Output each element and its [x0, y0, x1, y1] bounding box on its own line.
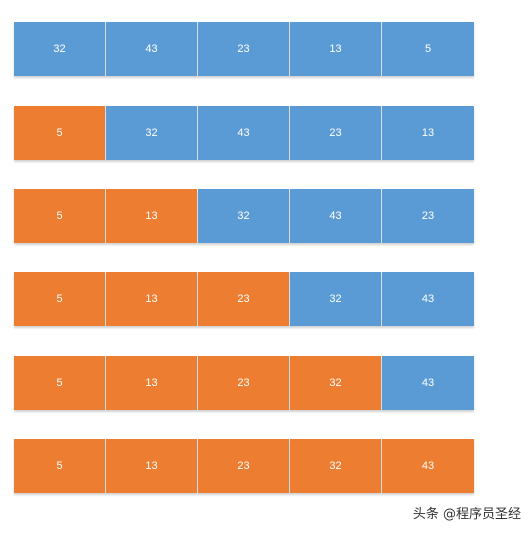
sorted-cell: 13 [106, 272, 198, 326]
array-row: 5 13 23 32 43 [14, 272, 477, 326]
unsorted-cell: 13 [290, 22, 382, 76]
unsorted-cell: 43 [290, 189, 382, 243]
unsorted-cell: 32 [198, 189, 290, 243]
sorted-cell: 5 [14, 189, 106, 243]
array-row: 32 43 23 13 5 [14, 22, 477, 76]
unsorted-cell: 23 [290, 106, 382, 160]
sorted-cell: 5 [14, 439, 106, 493]
unsorted-cell: 23 [382, 189, 474, 243]
array-row: 5 13 23 32 43 [14, 356, 477, 410]
unsorted-cell: 5 [382, 22, 474, 76]
unsorted-cell: 43 [198, 106, 290, 160]
unsorted-cell: 23 [198, 22, 290, 76]
sorted-cell: 5 [14, 356, 106, 410]
sorted-cell: 23 [198, 272, 290, 326]
array-row: 5 13 23 32 43 [14, 439, 477, 493]
sorted-cell: 13 [106, 356, 198, 410]
sorted-cell: 43 [382, 439, 474, 493]
sorted-cell: 32 [290, 439, 382, 493]
sorted-cell: 23 [198, 439, 290, 493]
unsorted-cell: 43 [382, 356, 474, 410]
sorted-cell: 32 [290, 356, 382, 410]
unsorted-cell: 32 [290, 272, 382, 326]
sorted-cell: 5 [14, 272, 106, 326]
sorted-cell: 13 [106, 189, 198, 243]
unsorted-cell: 43 [106, 22, 198, 76]
array-row: 5 13 32 43 23 [14, 189, 477, 243]
unsorted-cell: 32 [106, 106, 198, 160]
sorted-cell: 5 [14, 106, 106, 160]
sorted-cell: 13 [106, 439, 198, 493]
sorted-cell: 23 [198, 356, 290, 410]
unsorted-cell: 13 [382, 106, 474, 160]
watermark: 头条 @程序员圣经 [412, 507, 521, 522]
unsorted-cell: 43 [382, 272, 474, 326]
array-row: 5 32 43 23 13 [14, 106, 477, 160]
unsorted-cell: 32 [14, 22, 106, 76]
